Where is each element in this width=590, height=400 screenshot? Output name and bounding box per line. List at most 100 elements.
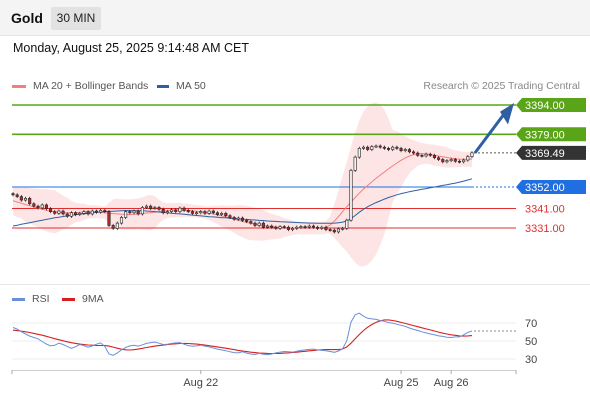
candle bbox=[320, 225, 324, 230]
candle bbox=[445, 159, 449, 164]
candle-body bbox=[391, 146, 395, 150]
candle bbox=[49, 207, 53, 214]
candle bbox=[316, 225, 320, 230]
candle-body bbox=[470, 152, 474, 157]
candle-body bbox=[215, 212, 220, 215]
candle bbox=[437, 156, 441, 162]
candle-body bbox=[257, 222, 261, 226]
candle bbox=[82, 210, 86, 215]
candle bbox=[270, 224, 274, 229]
candle-body bbox=[328, 229, 332, 231]
candle-body bbox=[457, 160, 462, 163]
candle bbox=[78, 211, 82, 217]
candle bbox=[232, 215, 236, 221]
candle bbox=[178, 206, 182, 214]
forecast-arrow-shaft bbox=[473, 111, 507, 154]
candle bbox=[282, 225, 286, 229]
bollinger-band bbox=[13, 102, 472, 267]
candle-body bbox=[195, 212, 199, 215]
candle bbox=[203, 210, 207, 215]
candle-body bbox=[190, 211, 194, 214]
candle-body bbox=[270, 225, 274, 228]
candle-body bbox=[382, 146, 386, 149]
candle-body bbox=[99, 210, 103, 213]
timeframe-button[interactable]: 30 MIN bbox=[51, 7, 101, 30]
candle bbox=[353, 155, 357, 172]
candle-body bbox=[107, 211, 111, 226]
candle bbox=[74, 211, 78, 217]
candle-body bbox=[90, 210, 94, 215]
candle bbox=[299, 225, 303, 229]
candle bbox=[23, 196, 28, 202]
candle-body bbox=[437, 157, 441, 160]
level-tag-label: 3369.49 bbox=[525, 148, 565, 160]
legend-ma50-label: MA 50 bbox=[176, 80, 206, 92]
candle bbox=[174, 208, 178, 214]
candle-body bbox=[136, 210, 140, 215]
candle-body bbox=[40, 204, 44, 209]
candle-body bbox=[132, 210, 136, 214]
candle-body bbox=[178, 207, 182, 212]
support-label: 3341.00 bbox=[525, 203, 565, 215]
candle-body bbox=[149, 205, 153, 209]
candle-body bbox=[403, 149, 407, 151]
candle bbox=[332, 228, 336, 234]
candle-body bbox=[44, 204, 48, 209]
candle bbox=[399, 146, 403, 153]
rsi-swatch bbox=[12, 297, 25, 301]
candle bbox=[303, 225, 307, 229]
candle-body bbox=[295, 226, 299, 229]
candle-body bbox=[240, 217, 245, 221]
candle-body bbox=[74, 212, 78, 215]
candle-body bbox=[412, 151, 416, 154]
candle bbox=[220, 211, 224, 217]
rsi-line bbox=[12, 312, 473, 356]
candle bbox=[36, 204, 40, 210]
resistance-tag: 3379.00 bbox=[516, 127, 586, 142]
candle-body bbox=[211, 210, 215, 214]
legend-ma50: MA 50 bbox=[157, 80, 206, 92]
candle bbox=[182, 206, 186, 212]
candle bbox=[470, 151, 474, 159]
candle bbox=[441, 157, 445, 164]
candle bbox=[265, 224, 270, 229]
candle bbox=[291, 226, 295, 232]
candle bbox=[207, 209, 211, 215]
candle-body bbox=[186, 210, 190, 212]
candle-body bbox=[345, 219, 349, 229]
candle bbox=[90, 209, 94, 216]
x-tick-label: Aug 26 bbox=[434, 377, 469, 389]
candle-body bbox=[232, 217, 236, 220]
candle bbox=[240, 216, 245, 222]
candle bbox=[211, 209, 215, 215]
candle bbox=[462, 158, 466, 164]
candle bbox=[307, 224, 311, 229]
support-label: 3331.00 bbox=[525, 223, 565, 235]
candle bbox=[245, 218, 249, 224]
candle-body bbox=[165, 211, 169, 214]
candle bbox=[278, 225, 282, 230]
candle-body bbox=[170, 209, 174, 212]
candle-body bbox=[274, 226, 278, 229]
candle-body bbox=[19, 196, 23, 201]
candle bbox=[428, 152, 432, 157]
candle-body bbox=[407, 149, 411, 153]
candle bbox=[336, 227, 341, 234]
candle bbox=[149, 204, 153, 211]
candle bbox=[395, 145, 399, 150]
candle bbox=[274, 225, 278, 230]
candle bbox=[115, 221, 119, 230]
candle-body bbox=[36, 205, 40, 209]
candle bbox=[103, 208, 107, 214]
candle-body bbox=[282, 226, 286, 228]
x-tick-label: Aug 22 bbox=[183, 377, 218, 389]
candle bbox=[53, 210, 57, 215]
candle-body bbox=[69, 212, 73, 217]
candle-body bbox=[49, 208, 53, 212]
candle bbox=[361, 145, 366, 150]
candle bbox=[466, 154, 470, 162]
candle bbox=[69, 211, 73, 218]
legend-ma20-label: MA 20 + Bollinger Bands bbox=[33, 80, 149, 92]
forecast-arrow-head bbox=[500, 103, 514, 125]
